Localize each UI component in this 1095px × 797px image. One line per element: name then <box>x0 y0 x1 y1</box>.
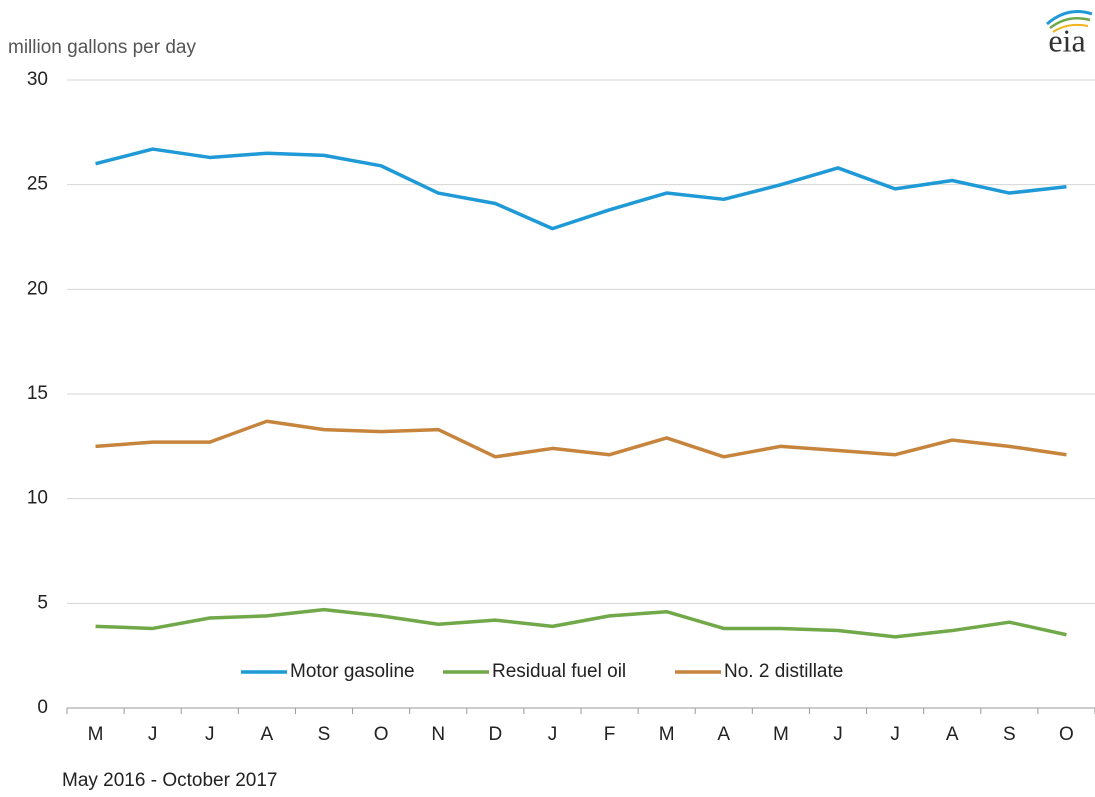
legend-label: No. 2 distillate <box>724 661 843 682</box>
series-line <box>95 419 1067 459</box>
y-tick-label: 5 <box>37 592 48 613</box>
x-tick-label: A <box>261 724 274 745</box>
x-tick-label: M <box>88 724 104 745</box>
x-tick-label: J <box>833 724 843 745</box>
x-tick-label: S <box>318 724 331 745</box>
legend-label: Motor gasoline <box>290 661 415 682</box>
x-tick-label: O <box>1059 724 1074 745</box>
y-tick-label: 30 <box>27 69 48 90</box>
y-tick-label: 10 <box>27 488 48 509</box>
y-tick-label: 20 <box>27 278 48 299</box>
y-tick-label: 25 <box>27 174 48 195</box>
logo-swoosh <box>1049 17 1091 29</box>
y-axis-label: million gallons per day <box>8 37 196 58</box>
logo: eia <box>1046 10 1093 58</box>
y-tick-label: 15 <box>27 383 48 404</box>
x-tick-label: M <box>659 724 675 745</box>
x-tick-label: O <box>374 724 389 745</box>
x-tick-label: N <box>431 724 445 745</box>
x-tick-label: S <box>1003 724 1016 745</box>
x-tick-label: A <box>946 724 959 745</box>
x-tick-label: J <box>548 724 558 745</box>
logo-text: eia <box>1048 22 1085 58</box>
legend-label: Residual fuel oil <box>492 661 626 682</box>
x-tick-label: D <box>488 724 502 745</box>
x-tick-label: M <box>773 724 789 745</box>
x-tick-label: J <box>890 724 900 745</box>
x-tick-label: A <box>717 724 730 745</box>
x-axis-label: May 2016 - October 2017 <box>62 770 277 791</box>
x-tick-label: J <box>148 724 158 745</box>
series-line <box>95 607 1067 639</box>
logo-swoosh <box>1052 23 1089 33</box>
x-tick-label: F <box>604 724 616 745</box>
y-tick-label: 0 <box>37 697 48 718</box>
series-line <box>95 147 1067 231</box>
logo-swoosh <box>1046 10 1093 26</box>
x-tick-label: J <box>205 724 215 745</box>
